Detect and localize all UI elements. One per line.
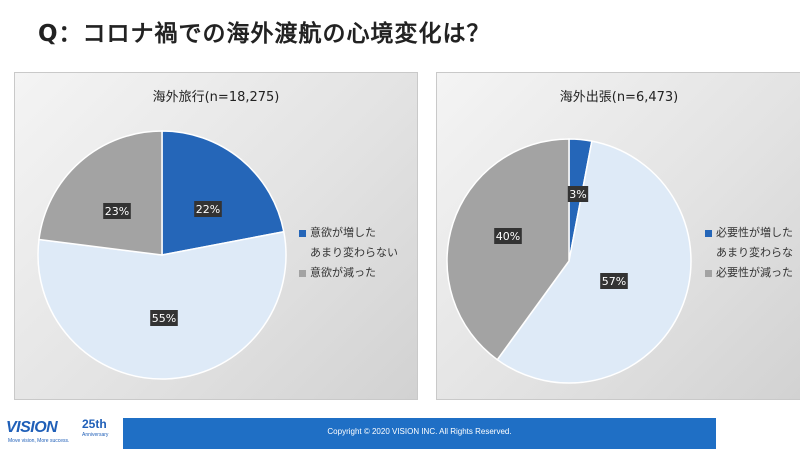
slice-decreased (38, 130, 163, 256)
legend-swatch (299, 269, 306, 277)
legend: 必要性が増した あまり変わらな 必要性が減った (705, 223, 793, 283)
data-label: 23% (103, 203, 131, 219)
footer-bar: Copyright © 2020 VISION INC. All Rights … (123, 418, 716, 449)
legend-item-decreased: 意欲が減った (299, 263, 398, 283)
slice-unchanged (37, 230, 287, 380)
chart-title: 海外出張(n=6,473) (559, 90, 679, 105)
svg-text:57%: 57% (602, 275, 626, 288)
legend-item-increased: 必要性が増した (705, 223, 793, 243)
legend-label: 必要性が減った (716, 266, 793, 279)
legend-label: あまり変わらない (310, 246, 398, 259)
logo-wordmark: VISION (6, 419, 58, 436)
page-title: Q：コロナ禍での海外渡航の心境変化は？ (38, 21, 491, 47)
legend-label: 必要性が増した (716, 226, 793, 239)
chart-panel-business-trip: 海外出張(n=6,473) 3% 57% 40% 必要性が増した あまり変わらな 必… (436, 72, 800, 400)
svg-text:23%: 23% (105, 205, 129, 218)
slice-decreased (446, 138, 570, 361)
legend-item-decreased: 必要性が減った (705, 263, 793, 283)
legend-swatch (705, 269, 712, 277)
legend-item-unchanged: あまり変わらな (705, 243, 793, 263)
data-label: 40% (494, 228, 522, 244)
copyright-text: Copyright © 2020 VISION INC. All Rights … (327, 427, 512, 436)
pie-chart-business-trip: 3% 57% 40% (446, 138, 692, 384)
legend-label: あまり変わらな (716, 246, 793, 259)
legend-swatch (705, 229, 712, 237)
data-label: 3% (567, 186, 589, 202)
logo-anniversary-sub: Anniversary (82, 432, 109, 438)
slice-unchanged (496, 140, 692, 384)
legend-swatch (299, 229, 306, 237)
legend-item-unchanged: あまり変わらない (299, 243, 398, 263)
legend-label: 意欲が減った (310, 266, 376, 279)
legend: 意欲が増した あまり変わらない 意欲が減った (299, 223, 398, 283)
legend-item-increased: 意欲が増した (299, 223, 398, 243)
data-label: 55% (150, 310, 178, 326)
pie-chart-overseas-travel: 22% 55% 23% (37, 130, 287, 380)
chart-title: 海外旅行(n=18,275) (152, 90, 280, 105)
data-label: 22% (194, 201, 222, 217)
svg-text:22%: 22% (196, 203, 220, 216)
logo-anniversary: 25th (82, 417, 107, 431)
logo-tagline: Move vision, More success. (8, 438, 70, 444)
svg-text:3%: 3% (569, 188, 586, 201)
legend-label: 意欲が増した (310, 226, 376, 239)
slice-increased (161, 130, 285, 256)
svg-text:40%: 40% (496, 230, 520, 243)
vision-logo: VISION Move vision, More success. 25th A… (4, 414, 120, 449)
chart-panel-overseas-travel: 海外旅行(n=18,275) 22% 55% 23% 意欲が増した あまり変わらない… (14, 72, 418, 400)
svg-text:55%: 55% (152, 312, 176, 325)
data-label: 57% (600, 273, 628, 289)
